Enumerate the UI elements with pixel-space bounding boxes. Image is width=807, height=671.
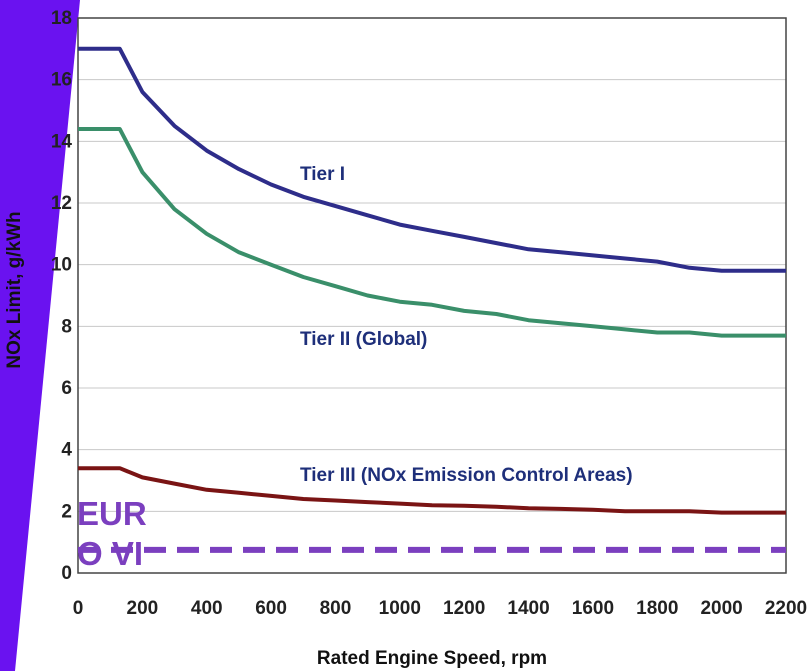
plot-frame	[77, 17, 787, 574]
series-line-1	[78, 46, 786, 273]
x-tick-label: 1000	[379, 598, 421, 619]
y-tick-label: 4	[61, 440, 72, 461]
x-tick-label: 1400	[507, 598, 549, 619]
left-side-band	[0, 0, 80, 671]
y-tick-label: 18	[51, 8, 72, 29]
x-tick-label: 0	[73, 598, 84, 619]
x-tick-label: 800	[320, 598, 352, 619]
y-tick-label: 12	[51, 193, 72, 214]
x-axis-label: Rated Engine Speed, rpm	[317, 648, 547, 669]
euro-vi-label-line: O VI	[77, 535, 143, 572]
y-tick-label: 16	[51, 70, 72, 91]
x-tick-label: 2000	[700, 598, 742, 619]
series-label-3: Tier III (NOx Emission Control Areas)	[300, 465, 633, 486]
y-tick-label: 6	[61, 378, 72, 399]
x-tick-label: 1200	[443, 598, 485, 619]
y-tick-label: 14	[51, 131, 73, 152]
x-tick-label: 400	[191, 598, 223, 619]
series-label-2: Tier II (Global)	[300, 329, 427, 350]
x-tick-label: 200	[127, 598, 159, 619]
x-tick-label: 1800	[636, 598, 678, 619]
series-line-2	[78, 127, 786, 338]
y-tick-label: 8	[61, 316, 72, 337]
x-tick-label: 1600	[572, 598, 614, 619]
x-tick-labels: 0 200 400 600 800 1000 1200 1400 1600 1800 2000 220…	[73, 598, 807, 619]
y-axis-label: NOx Limit, g/kWh	[4, 211, 25, 368]
series-layer	[78, 46, 786, 515]
series-label-1: Tier I	[300, 164, 345, 185]
y-tick-label: 10	[51, 255, 72, 276]
x-tick-label: 2200	[765, 598, 807, 619]
gridlines	[78, 79, 786, 512]
euro-vi-label-line: EUR	[77, 495, 147, 532]
y-tick-label: 2	[61, 501, 72, 522]
y-tick-labels: 0 2 4 6 8 10 12 14 16 18	[51, 8, 73, 584]
series-labels: Tier I Tier II (Global) Tier III (NOx Emis…	[300, 164, 633, 486]
x-tick-label: 600	[255, 598, 287, 619]
y-tick-label: 0	[61, 563, 72, 584]
series-line-3	[78, 466, 786, 515]
